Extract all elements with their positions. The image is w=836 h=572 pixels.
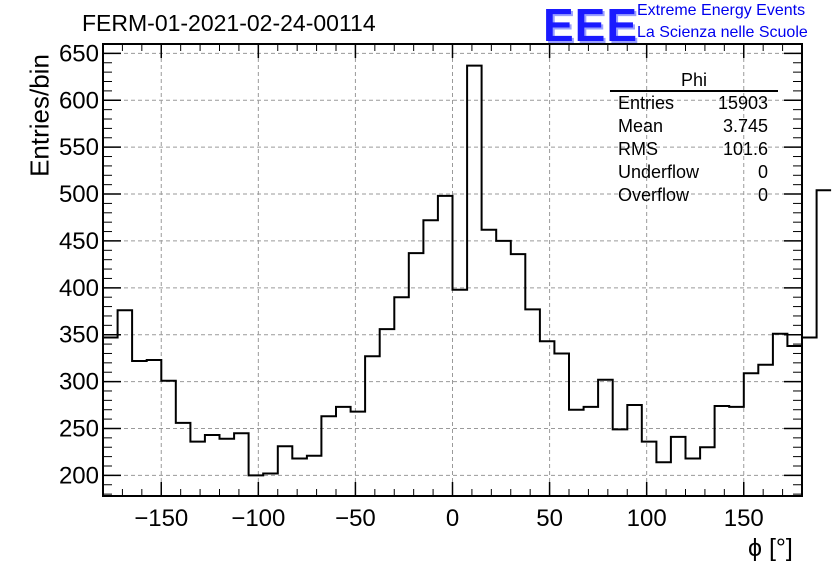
stats-label: RMS [618, 139, 658, 159]
eee-logo: EEE [543, 0, 639, 51]
stats-row: Underflow 0 [610, 161, 778, 184]
x-tick-label: 150 [724, 505, 764, 532]
stats-value: 101.6 [722, 139, 768, 159]
y-tick-label: 450 [59, 228, 99, 255]
y-tick-label: 550 [59, 134, 99, 161]
histogram-line [103, 64, 832, 477]
stats-value: 3.745 [722, 116, 768, 136]
y-tick-label: 350 [59, 322, 99, 349]
y-tick-label: 400 [59, 275, 99, 302]
x-axis-label: ϕ [°] [748, 534, 793, 562]
axis-ticks [102, 43, 803, 496]
y-tick-label: 650 [59, 40, 99, 67]
stats-label: Underflow [618, 162, 700, 182]
stats-box: Phi Entries 15903 Mean 3.745 RMS 101.6 U… [610, 70, 778, 207]
stats-row: Mean 3.745 [610, 115, 778, 138]
stats-label: Mean [618, 116, 664, 136]
chart-title: FERM-01-2021-02-24-00114 [82, 10, 376, 36]
x-tick-label: 100 [627, 505, 667, 532]
stats-value: 0 [757, 185, 768, 205]
logo-line-1: Extreme Energy Events [637, 2, 806, 19]
stats-row: Overflow 0 [610, 184, 778, 207]
x-tick-label: 50 [536, 505, 563, 532]
stats-row: RMS 101.6 [610, 138, 778, 161]
logo-line-2: La Scienza nelle Scuole [637, 24, 808, 41]
stats-title: Phi [610, 70, 778, 92]
tick-labels: −150 −100 −50 0 50 100 150 200 250 300 350 400 450 50… [59, 40, 764, 532]
y-axis-label: Entries/bin [24, 54, 55, 177]
stats-label: Overflow [618, 185, 690, 205]
y-tick-label: 500 [59, 181, 99, 208]
x-tick-label: 0 [446, 505, 459, 532]
y-tick-label: 200 [59, 462, 99, 489]
stats-value: 15903 [717, 93, 768, 113]
stats-value: 0 [757, 162, 768, 182]
x-tick-label: −100 [231, 505, 285, 532]
x-tick-label: −150 [134, 505, 188, 532]
x-tick-label: −50 [335, 505, 376, 532]
y-tick-label: 250 [59, 415, 99, 442]
stats-row: Entries 15903 [610, 92, 778, 115]
y-tick-label: 600 [59, 87, 99, 114]
y-tick-label: 300 [59, 369, 99, 396]
stats-label: Entries [618, 93, 675, 113]
